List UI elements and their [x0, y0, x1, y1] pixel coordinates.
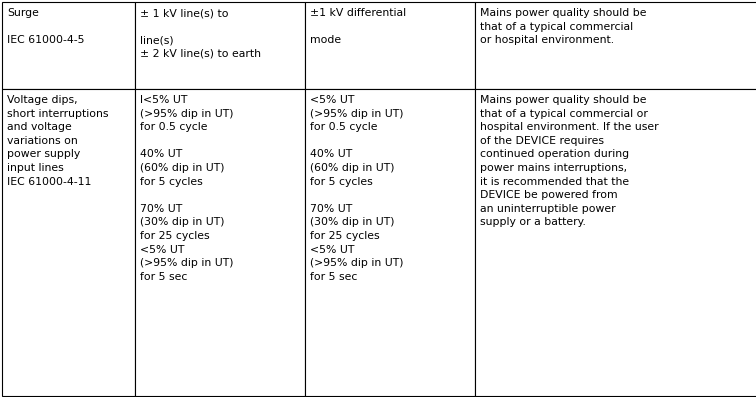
Text: ±1 kV differential

mode: ±1 kV differential mode — [310, 8, 406, 45]
Bar — [2, 2, 135, 89]
Text: Mains power quality should be
that of a typical commercial
or hospital environme: Mains power quality should be that of a … — [480, 8, 646, 45]
Bar — [475, 2, 756, 89]
Text: ± 1 kV line(s) to

line(s)
± 2 kV line(s) to earth: ± 1 kV line(s) to line(s) ± 2 kV line(s)… — [140, 8, 261, 59]
Bar — [475, 89, 756, 396]
Text: Voltage dips,
short interruptions
and voltage
variations on
power supply
input l: Voltage dips, short interruptions and vo… — [7, 95, 109, 187]
Text: <5% UT
(>95% dip in UT)
for 0.5 cycle

40% UT
(60% dip in UT)
for 5 cycles

70% : <5% UT (>95% dip in UT) for 0.5 cycle 40… — [310, 95, 404, 282]
Bar — [305, 2, 475, 89]
Text: l<5% UT
(>95% dip in UT)
for 0.5 cycle

40% UT
(60% dip in UT)
for 5 cycles

70%: l<5% UT (>95% dip in UT) for 0.5 cycle 4… — [140, 95, 234, 282]
Bar — [135, 89, 305, 396]
Bar — [135, 2, 305, 89]
Text: Surge

IEC 61000-4-5: Surge IEC 61000-4-5 — [7, 8, 85, 45]
Bar — [2, 89, 135, 396]
Bar — [305, 89, 475, 396]
Text: Mains power quality should be
that of a typical commercial or
hospital environme: Mains power quality should be that of a … — [480, 95, 658, 227]
